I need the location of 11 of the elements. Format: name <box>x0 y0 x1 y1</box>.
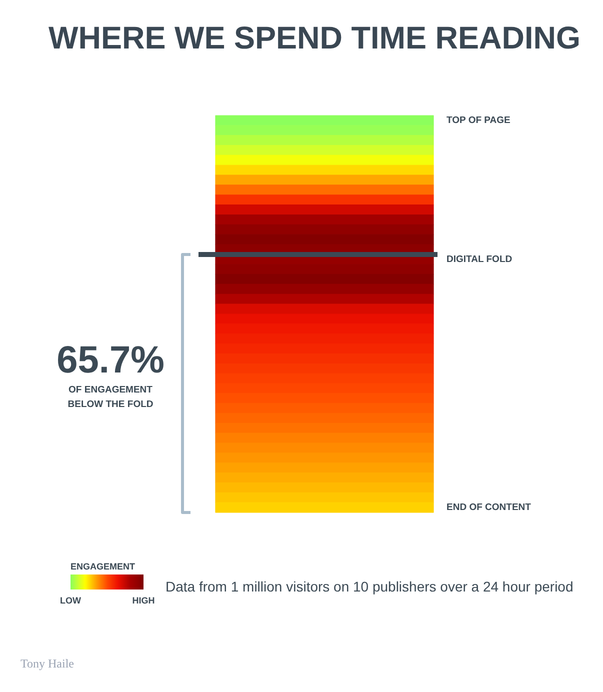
color-bar-title: ENGAGEMENT <box>70 562 136 572</box>
color-bar-label: HIGH <box>132 596 155 606</box>
y2-tick-label: END OF CONTENT <box>446 502 532 514</box>
text: 65.7% <box>56 340 164 382</box>
text: Tony Haile <box>20 656 74 670</box>
text: Data from 1 million visitors on 10 publishers over a 24 hour period <box>166 578 574 594</box>
y2-tick-label: DIGITAL FOLD <box>446 254 512 265</box>
color-bar-label: LOW <box>60 596 82 606</box>
y2-tick-label: TOP OF PAGE <box>446 114 510 126</box>
text: OF ENGAGEMENT BELOW THE FOLD <box>68 384 154 410</box>
chart-title: WHERE WE SPEND TIME READING <box>48 20 581 56</box>
